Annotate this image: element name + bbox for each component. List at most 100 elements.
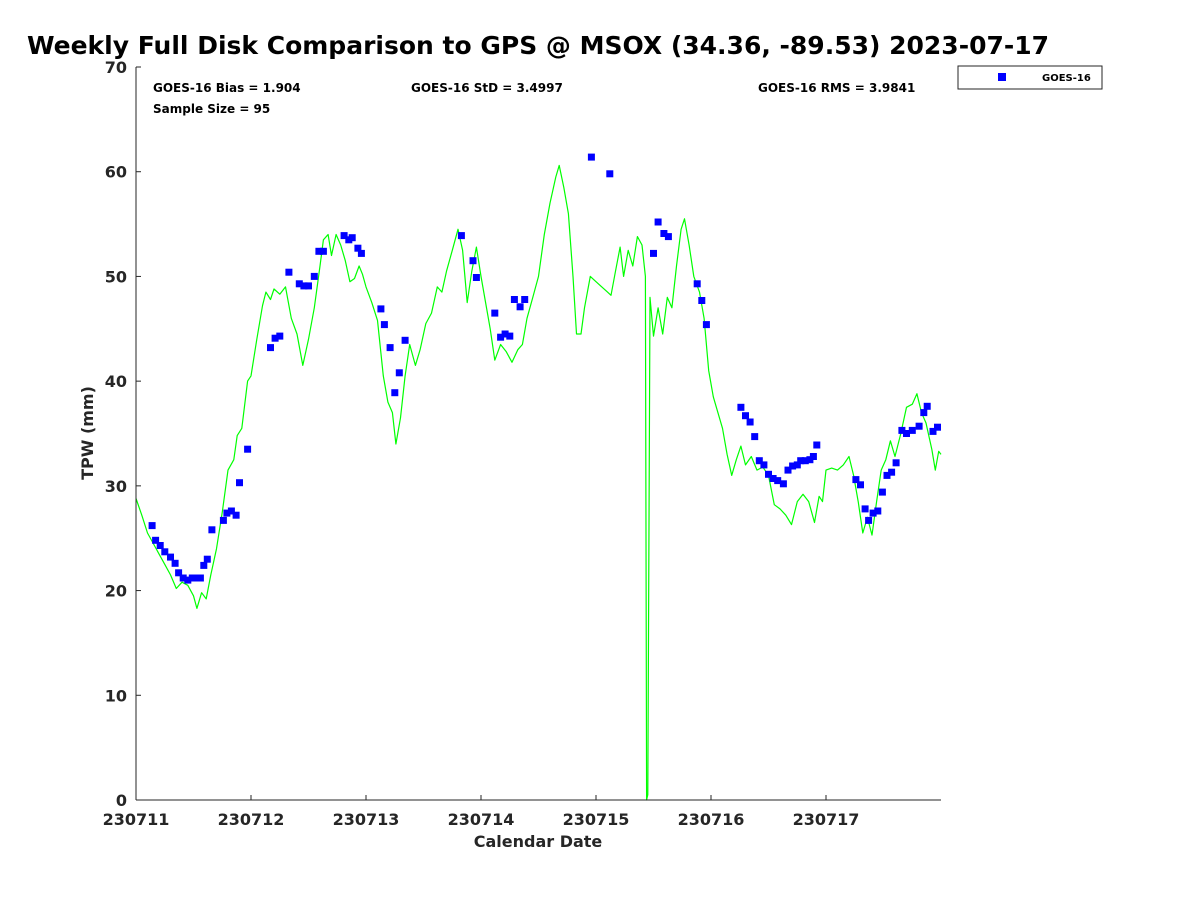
x-tick-label: 230716	[678, 810, 745, 829]
goes-16-point	[148, 522, 156, 530]
goes-16-point	[929, 427, 937, 435]
goes-16-point	[227, 507, 235, 515]
goes-16-point	[809, 453, 817, 460]
y-tick-label: 50	[105, 267, 127, 286]
goes-16-point	[161, 548, 169, 556]
goes-16-point	[377, 305, 385, 313]
goes-16-point	[315, 247, 323, 255]
goes-16-point	[184, 576, 192, 584]
goes-16-point	[175, 569, 183, 577]
legend-label-goes-16: GOES-16	[1042, 73, 1091, 84]
x-ticks: 230711 230712 230713 230714 230715 230716 2307…	[103, 795, 860, 829]
goes-16-point	[755, 457, 763, 465]
goes-16-point	[285, 268, 293, 276]
goes-16-point	[469, 257, 477, 265]
y-tick-label: 40	[105, 372, 127, 391]
goes-16-series-layer	[148, 153, 941, 584]
std-annotation: GOES-16 StD = 3.4997	[411, 81, 563, 95]
sample-size-annotation: Sample Size = 95	[153, 102, 270, 116]
goes-16-point	[340, 232, 348, 240]
goes-16-point	[156, 542, 164, 549]
y-tick-label: 20	[105, 582, 127, 601]
x-tick-label: 230715	[563, 810, 630, 829]
goes-16-point	[386, 344, 394, 352]
goes-16-point	[223, 509, 231, 517]
goes-16-point	[865, 516, 873, 524]
bias-annotation: GOES-16 Bias = 1.904	[153, 81, 301, 95]
x-tick-label: 230712	[218, 810, 285, 829]
goes-16-point	[236, 479, 243, 487]
goes-16-point	[219, 516, 227, 524]
y-tick-label: 30	[105, 477, 127, 496]
y-tick-label: 70	[105, 58, 127, 77]
goes-16-point	[861, 505, 869, 513]
gps-series-line	[135, 164, 942, 801]
goes-16-point	[779, 480, 787, 488]
goes-16-point	[915, 422, 923, 430]
goes-16-point	[267, 344, 274, 352]
gps-series-layer	[135, 164, 942, 801]
y-tick-label: 0	[116, 791, 127, 810]
legend-box	[957, 65, 1103, 90]
x-tick-label: 230714	[448, 810, 515, 829]
y-tick-label: 10	[105, 686, 127, 705]
stats-annotations: GOES-16 Bias = 1.904 Sample Size = 95 GO…	[153, 81, 915, 116]
goes-16-point	[650, 249, 657, 257]
goes-16-point	[192, 574, 200, 582]
goes-16-point	[310, 272, 318, 280]
goes-16-point	[923, 402, 931, 410]
goes-16-point	[664, 233, 672, 241]
goes-16-point	[874, 507, 882, 515]
goes-16-point	[295, 280, 303, 288]
goes-16-point	[587, 153, 595, 161]
goes-16-point	[760, 461, 768, 469]
goes-16-point	[898, 426, 906, 434]
goes-16-point	[742, 412, 749, 420]
goes-16-point	[497, 333, 505, 341]
goes-16-point	[654, 218, 662, 226]
goes-16-point	[693, 280, 701, 288]
goes-16-point	[903, 430, 910, 437]
goes-16-point	[200, 561, 208, 569]
y-axis-label: TPW (mm)	[78, 386, 97, 480]
goes-16-point	[702, 321, 710, 329]
x-axis-label: Calendar Date	[474, 832, 603, 851]
goes-16-point	[319, 247, 327, 255]
goes-16-point	[784, 466, 792, 474]
x-tick-label: 230717	[793, 810, 860, 829]
goes-16-point	[751, 433, 759, 441]
goes-16-point	[857, 481, 864, 489]
goes-16-point	[354, 244, 362, 252]
goes-16-point	[746, 418, 754, 426]
goes-16-point	[934, 423, 941, 431]
goes-16-point	[472, 274, 480, 281]
chart-title: Weekly Full Disk Comparison to GPS @ MSO…	[27, 31, 1049, 60]
goes-16-point	[380, 321, 388, 329]
goes-16-point	[883, 471, 891, 479]
goes-16-point	[391, 389, 399, 397]
goes-16-point	[888, 468, 896, 476]
goes-16-point	[698, 297, 706, 304]
goes-16-point	[300, 282, 308, 290]
goes-16-point	[813, 441, 821, 449]
goes-16-point	[401, 336, 409, 344]
axes	[135, 67, 941, 801]
goes-16-point	[305, 282, 312, 290]
y-ticks: 0 10 20 30 40 50 60 70	[105, 58, 141, 810]
goes-16-point	[510, 296, 518, 303]
y-tick-label: 60	[105, 163, 127, 182]
goes-16-point	[769, 475, 777, 482]
goes-16-point	[774, 477, 782, 485]
goes-16-point	[801, 457, 809, 465]
goes-16-point	[232, 511, 240, 519]
goes-16-point	[789, 462, 797, 470]
goes-16-point	[920, 409, 928, 417]
legend-marker-goes-16	[998, 73, 1006, 81]
goes-16-point	[660, 230, 668, 237]
goes-16-point	[501, 330, 509, 338]
goes-16-point	[506, 332, 514, 340]
goes-16-point	[276, 332, 284, 340]
goes-16-point	[869, 509, 877, 517]
x-tick-label: 230713	[333, 810, 400, 829]
